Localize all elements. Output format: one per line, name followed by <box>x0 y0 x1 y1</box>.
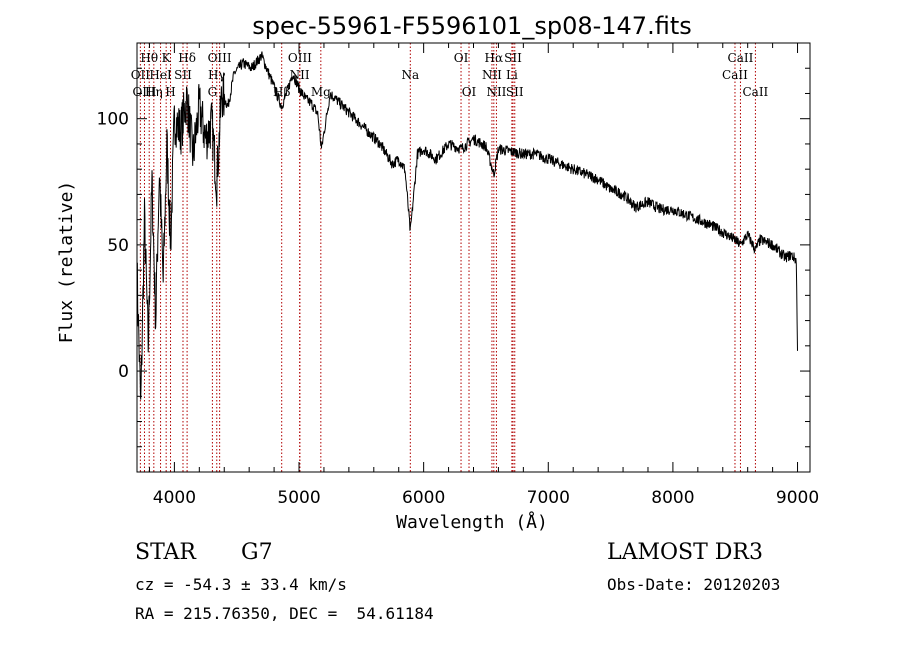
line-label-20: NII <box>482 68 502 82</box>
y-tick-label: 0 <box>118 362 129 382</box>
redshift-cz: cz = -54.3 ± 33.4 km/s <box>135 575 347 594</box>
line-label-14: Hβ <box>273 85 290 99</box>
line-label-23: Li <box>506 68 518 82</box>
line-label-5: Hη <box>145 85 163 99</box>
line-label-22: SII <box>504 51 522 65</box>
y-tick-label: 50 <box>107 236 129 256</box>
spectrum-layer <box>136 51 798 400</box>
line-label-11: G <box>208 85 218 99</box>
line-label-6: HeI <box>149 68 172 82</box>
x-tick-label: 4000 <box>153 488 196 508</box>
line-label-0: Hθ <box>140 51 158 65</box>
line-label-4: H <box>165 85 175 99</box>
line-label-1: OII <box>131 68 151 82</box>
x-tick-label: 9000 <box>776 488 819 508</box>
line-label-12: OIII <box>288 51 312 65</box>
x-tick-label: 8000 <box>651 488 694 508</box>
ra-dec-coordinates: RA = 215.76350, DEC = 54.61184 <box>135 604 434 623</box>
line-label-9: OIII <box>208 51 232 65</box>
line-label-16: Na <box>401 68 419 82</box>
tick-layer: 4000 5000 6000 7000 8000 9000 0 50 100 <box>97 43 819 508</box>
line-marker-layer <box>139 43 756 472</box>
line-label-21: NII <box>486 85 506 99</box>
y-tick-label: 100 <box>97 110 129 130</box>
line-label-26: CaII <box>722 68 748 82</box>
x-tick-label: 5000 <box>277 488 320 508</box>
line-label-27: CaII <box>742 85 768 99</box>
line-label-18: OI <box>462 85 477 99</box>
chart-title: spec-55961-F5596101_sp08-147.fits <box>252 12 691 40</box>
line-label-25: CaII <box>728 51 754 65</box>
line-label-24: SII <box>506 85 524 99</box>
object-subclass: G7 <box>241 540 273 565</box>
survey-name: LAMOST DR3 <box>607 540 763 565</box>
line-label-10: Hγ <box>208 68 226 82</box>
line-label-13: NII <box>290 68 310 82</box>
y-axis-label: Flux (relative) <box>56 181 77 344</box>
line-label-8: Hδ <box>178 51 196 65</box>
observation-date: Obs-Date: 20120203 <box>607 575 781 594</box>
x-tick-label: 7000 <box>527 488 570 508</box>
object-class: STAR <box>135 540 196 565</box>
spectrum-trace <box>136 51 798 400</box>
line-label-3: K <box>162 51 172 65</box>
line-label-19: Hα <box>485 51 504 65</box>
line-label-15: Mg <box>311 85 331 99</box>
x-tick-label: 6000 <box>402 488 445 508</box>
plot-frame <box>136 42 811 473</box>
line-label-7: SII <box>174 68 192 82</box>
line-label-17: OI <box>454 51 469 65</box>
x-axis-label: Wavelength (Å) <box>396 511 548 533</box>
line-label-2: OIII <box>132 85 156 99</box>
